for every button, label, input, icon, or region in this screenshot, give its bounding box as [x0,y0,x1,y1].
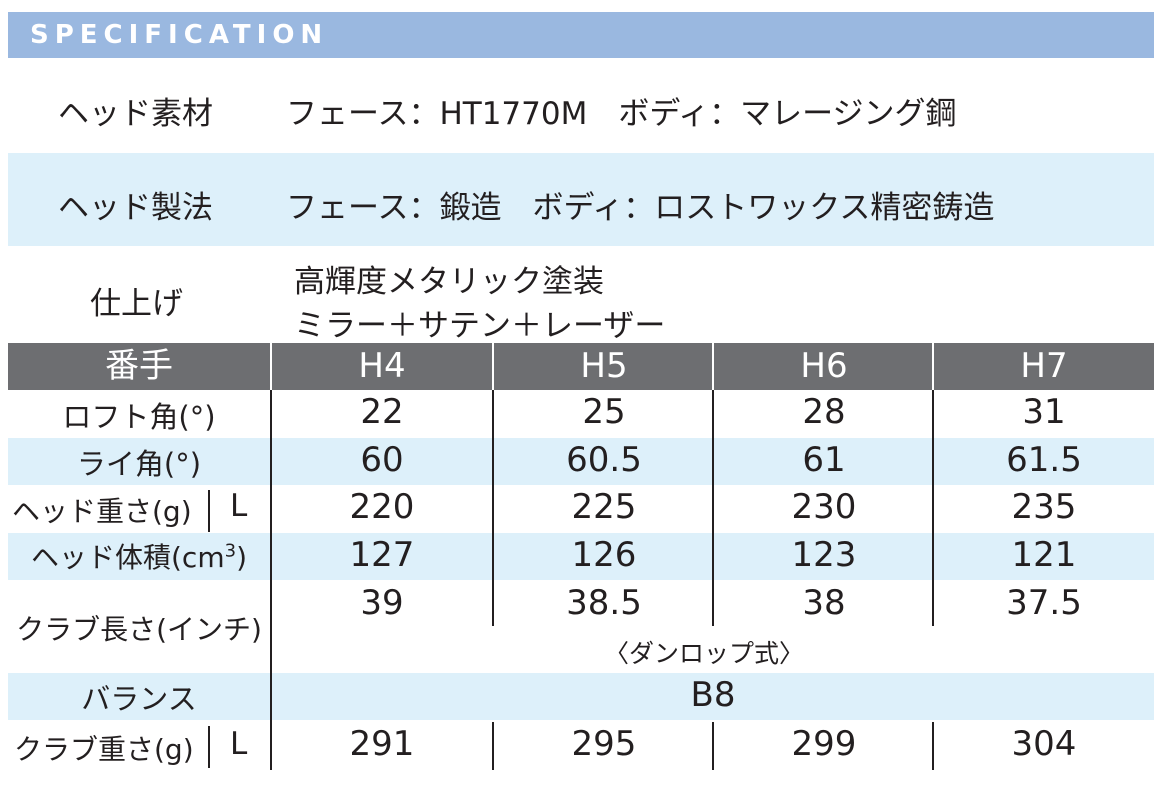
spec-value-line2: ミラー＋サテン＋レーザー [294,308,666,344]
table-cell: 126 [571,535,637,575]
spec-label: ヘッド製法 [58,190,213,226]
table-cell: 123 [791,535,857,575]
column-divider-line [492,722,494,770]
column-header: H6 [800,346,848,386]
table-cell: 60 [360,440,404,480]
table-header: 番手 H4 H5 H6 H7 [8,343,1154,390]
table-cell: 121 [1011,535,1077,575]
row-label: ヘッド重さ(g) [12,495,192,528]
row-band [8,673,1154,720]
column-divider-line [932,390,934,626]
column-header: H7 [1020,346,1068,386]
section-title: SPECIFICATION [30,20,329,50]
table-cell: 38 [802,583,846,623]
column-divider [932,343,934,390]
column-divider-line [932,722,934,770]
column-divider-line [492,390,494,626]
row-suffix: L [230,488,248,524]
table-cell: 39 [360,583,404,623]
row-label: バランス [81,682,197,716]
spec-band [8,153,1154,246]
table-cell: 31 [1022,392,1066,432]
table-cell: 22 [360,392,404,432]
label-divider [208,490,210,532]
row-band [8,438,1154,485]
row-label-superscript: 3 [224,540,237,562]
measurement-note: 〈ダンロップ式〉 [604,639,805,668]
row-label-text: ヘッド体積(cm [31,541,225,574]
column-header: H4 [358,346,406,386]
table-cell: 304 [1011,724,1077,764]
column-divider [492,343,494,390]
table-cell: 60.5 [566,440,642,480]
table-cell: 299 [791,724,857,764]
row-label: ロフト角(°) [62,400,216,434]
spec-value: フェース：鍛造 ボディ：ロストワックス精密鋳造 [286,190,995,226]
spec-value: フェース：HT1770M ボディ：マレージング鋼 [286,96,957,132]
row-suffix: L [230,726,248,762]
column-divider [270,343,272,390]
column-header: 番手 [105,346,173,386]
spec-label: ヘッド素材 [58,96,213,132]
table-cell: 225 [571,487,637,527]
table-cell: 38.5 [566,583,642,623]
table-cell: 230 [791,487,857,527]
table-cell: B8 [690,675,736,715]
spec-value-line1: 高輝度メタリック塗装 [294,264,604,300]
table-cell: 28 [802,392,846,432]
spec-label: 仕上げ [90,286,183,322]
table-cell: 220 [349,487,415,527]
section-header: SPECIFICATION [8,12,1154,58]
row-label: ライ角(°) [76,447,202,481]
label-divider [208,726,210,768]
column-divider [712,343,714,390]
table-cell: 127 [349,535,415,575]
table-cell: 235 [1011,487,1077,527]
row-band [8,533,1154,580]
row-label: クラブ長さ(インチ) [16,613,262,646]
table-cell: 295 [571,724,637,764]
column-header: H5 [580,346,628,386]
row-label-close: ) [236,541,247,574]
row-label: ヘッド体積(cm3) [8,536,270,576]
column-divider-line [712,722,714,770]
table-cell: 25 [582,392,626,432]
column-divider-line [270,390,272,770]
row-label: クラブ重さ(g) [14,733,194,766]
table-cell: 37.5 [1006,583,1082,623]
table-cell: 291 [349,724,415,764]
table-cell: 61 [802,440,846,480]
table-cell: 61.5 [1006,440,1082,480]
column-divider-line [712,390,714,626]
